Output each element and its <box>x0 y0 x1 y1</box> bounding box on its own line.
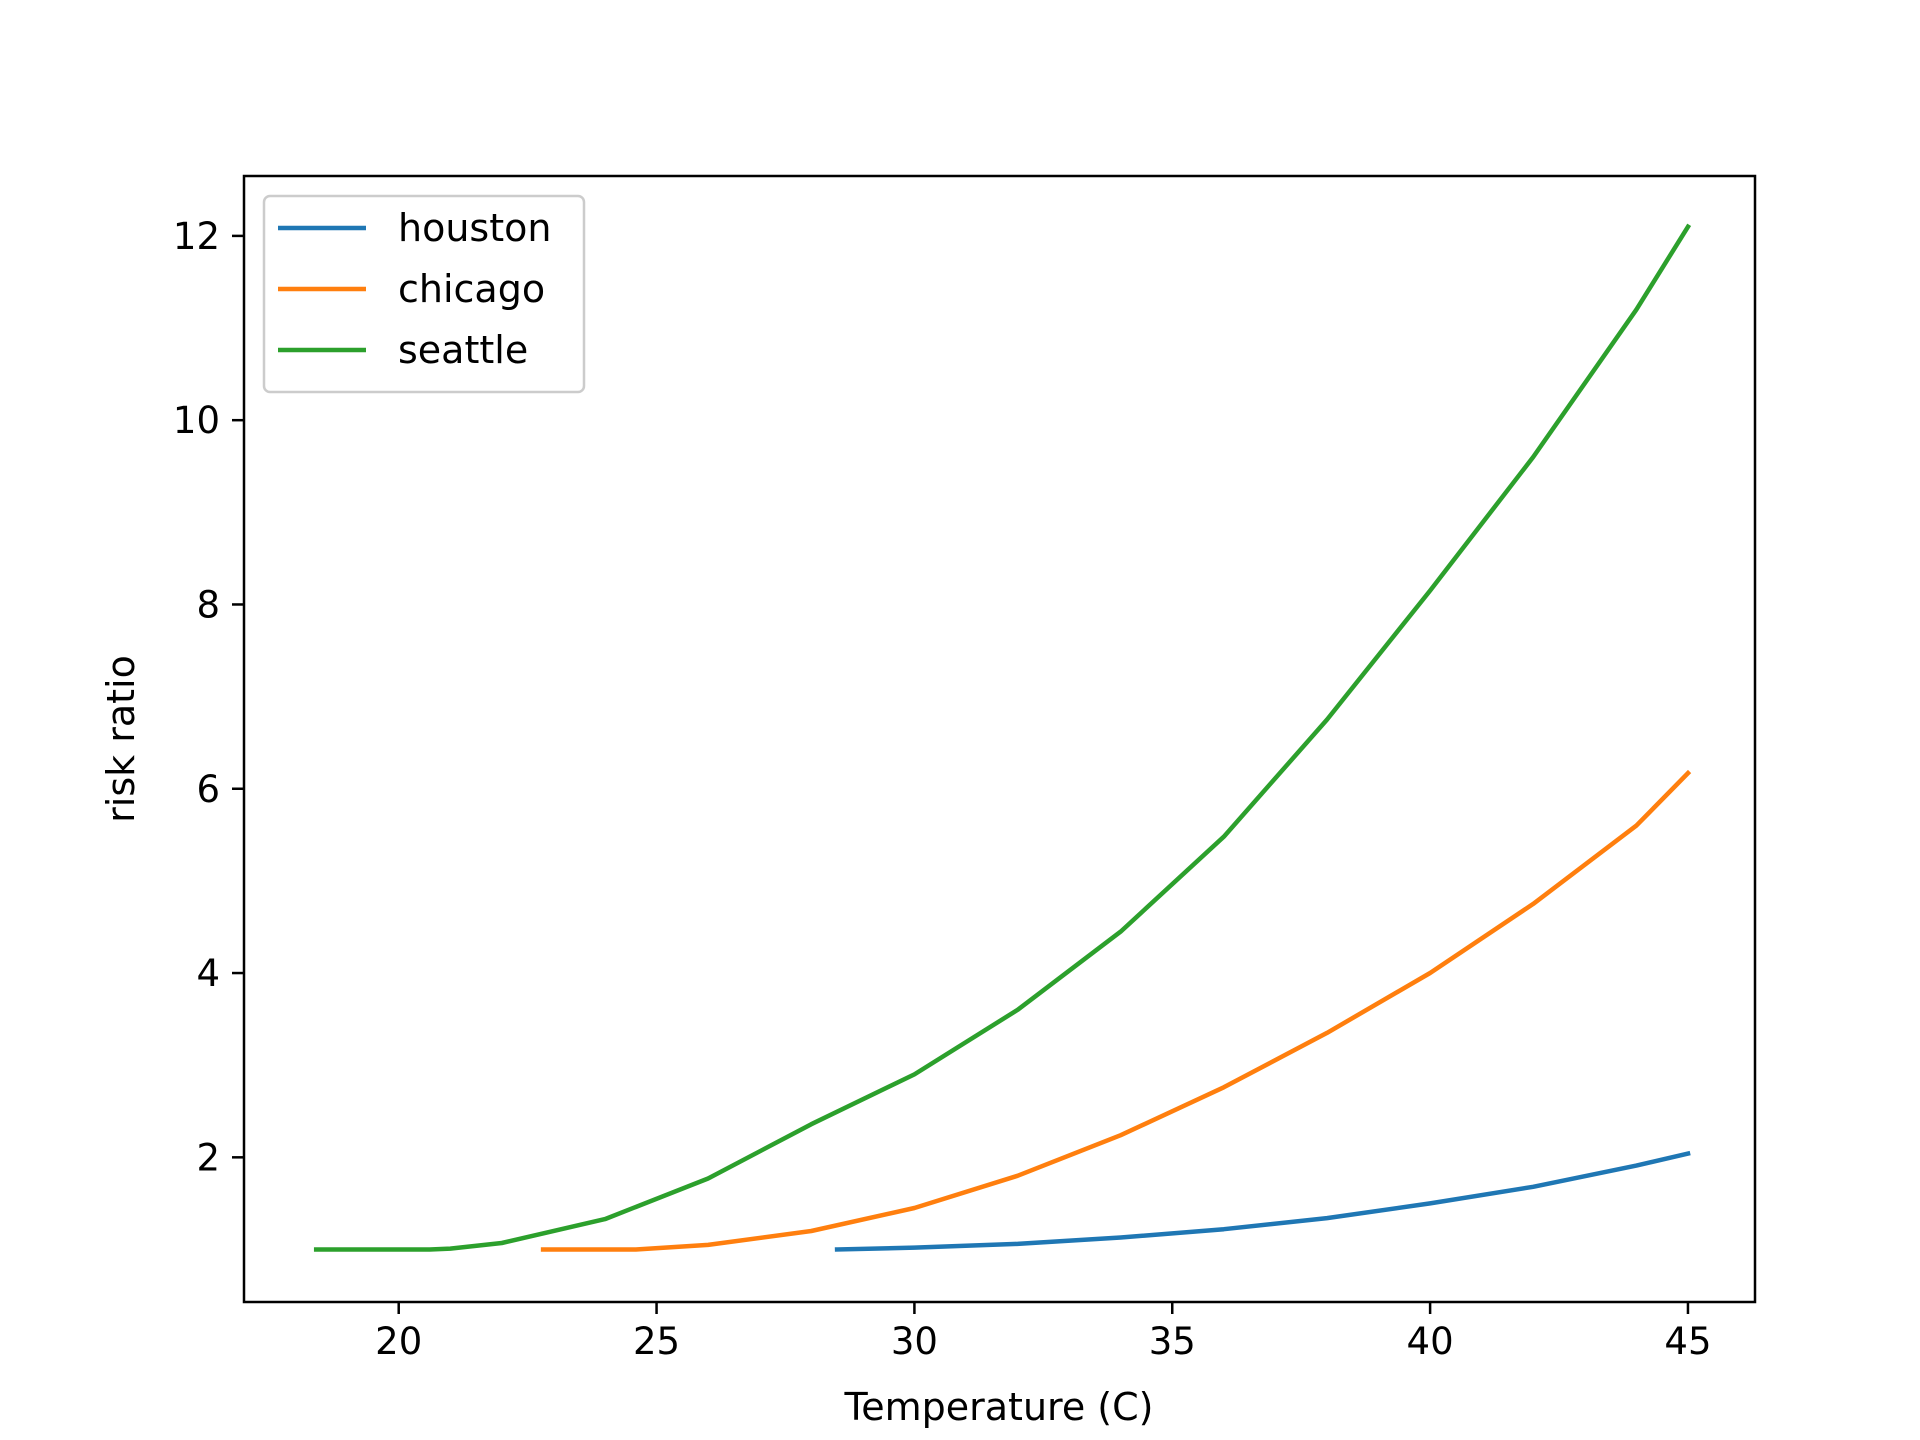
legend-label-seattle: seattle <box>398 328 528 372</box>
legend-label-houston: houston <box>398 206 551 250</box>
y-tick-label: 2 <box>196 1136 220 1179</box>
plot-frame <box>242 174 1757 1304</box>
x-tick-label: 30 <box>891 1320 938 1363</box>
y-axis-title: risk ratio <box>99 655 143 823</box>
y-tick-label: 4 <box>196 952 220 995</box>
series-layer <box>313 223 1692 1252</box>
series-line-chicago <box>540 769 1692 1252</box>
y-tick-label: 12 <box>173 215 220 258</box>
legend: houston chicago seattle <box>262 194 586 394</box>
x-tick-label: 20 <box>375 1320 422 1363</box>
y-tick-label: 10 <box>173 399 220 442</box>
legend-box <box>262 194 586 394</box>
series-line-houston <box>834 1150 1691 1252</box>
x-axis: 20 25 30 35 40 45 <box>375 1302 1712 1363</box>
x-tick-label: 40 <box>1407 1320 1454 1363</box>
series-line-seattle <box>313 223 1692 1252</box>
x-tick-label: 45 <box>1664 1320 1711 1363</box>
legend-label-chicago: chicago <box>398 267 545 311</box>
x-tick-label: 25 <box>633 1320 680 1363</box>
y-axis: 2 4 6 8 10 12 <box>173 215 244 1179</box>
x-axis-title: Temperature (C) <box>844 1385 1154 1429</box>
y-tick-label: 6 <box>196 768 220 811</box>
x-tick-label: 35 <box>1149 1320 1196 1363</box>
y-tick-label: 8 <box>196 583 220 626</box>
